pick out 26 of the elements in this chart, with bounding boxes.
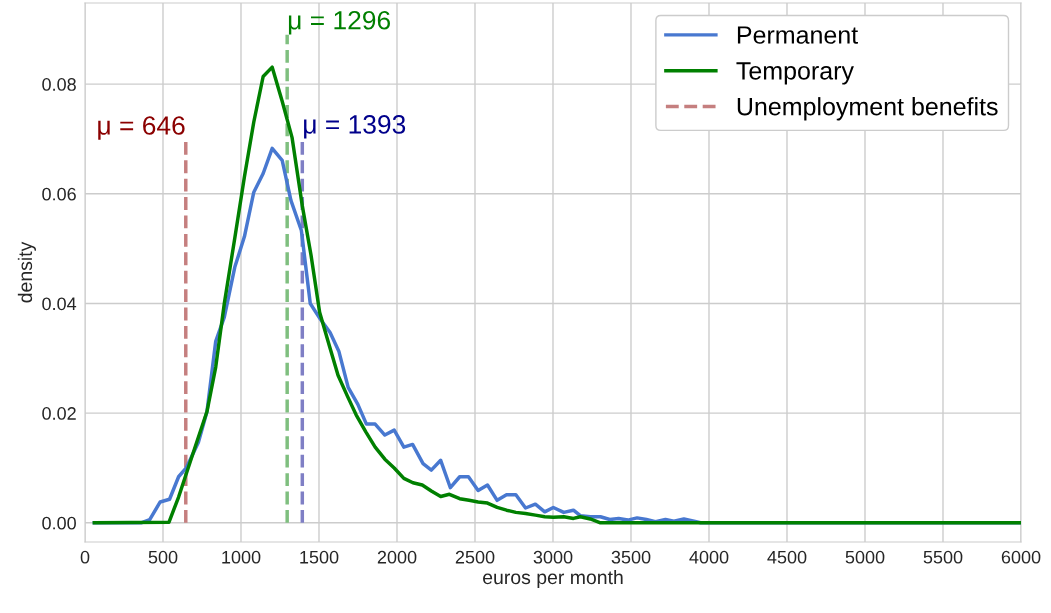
- y-tick-label: 0.06: [42, 187, 76, 201]
- x-tick-label: 6000: [1001, 550, 1041, 564]
- legend-label: Temporary: [736, 62, 854, 85]
- x-tick-label: 1000: [222, 550, 261, 564]
- x-tick-label: 500: [148, 550, 178, 564]
- y-tick-label: 0.08: [42, 78, 76, 91]
- x-tick-label: 4500: [767, 550, 807, 564]
- x-tick-label: 3000: [533, 550, 573, 564]
- annotation: μ = 1296: [288, 10, 390, 35]
- x-tick-label: 5500: [923, 550, 963, 564]
- y-axis-title: density: [17, 241, 36, 303]
- y-tick-label: 0.00: [42, 516, 76, 530]
- x-tick-label: 2500: [455, 550, 495, 564]
- x-axis-title: euros per month: [483, 569, 623, 589]
- legend-label: Permanent: [737, 26, 858, 44]
- annotation: μ = 1393: [304, 115, 406, 139]
- x-tick-label: 2000: [377, 550, 417, 564]
- annotation: μ = 646: [98, 116, 185, 140]
- x-tick-label: 0: [80, 550, 90, 564]
- x-tick-label: 3500: [611, 550, 651, 564]
- x-tick-label: 5000: [845, 550, 885, 564]
- legend-label: Unemployment benefits: [737, 97, 998, 121]
- y-tick-label: 0.02: [42, 407, 76, 420]
- x-tick-label: 4000: [689, 550, 729, 564]
- y-tick-label: 0.04: [42, 297, 77, 311]
- x-tick-label: 1500: [300, 550, 339, 564]
